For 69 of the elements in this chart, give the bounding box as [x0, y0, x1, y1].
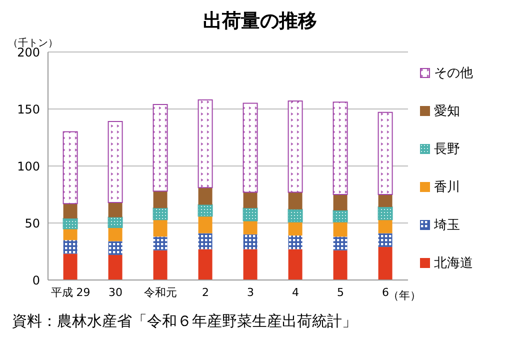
bar: [243, 220, 258, 234]
legend-label: 北海道: [434, 255, 473, 272]
x-tick-label: 5: [337, 286, 344, 299]
y-tick-label: 0: [32, 273, 40, 288]
y-tick-label: 150: [17, 102, 40, 116]
x-tick-label: 30: [108, 286, 122, 299]
bar: [332, 102, 348, 195]
bar: [378, 233, 392, 247]
bar: [152, 208, 168, 220]
bar: [62, 131, 78, 204]
bar: [288, 100, 303, 193]
x-tick-label: 6: [382, 286, 389, 299]
bar: [198, 188, 212, 205]
bar: [288, 222, 302, 236]
bar: [288, 236, 302, 250]
y-tick-label: 100: [17, 159, 40, 174]
bar: [108, 202, 122, 218]
legend-label: 長野: [434, 141, 460, 158]
bar: [333, 236, 348, 250]
bar: [153, 250, 168, 280]
x-tick-label: 平成 29: [50, 286, 90, 299]
bar: [198, 233, 212, 250]
bar: [243, 249, 258, 280]
bar: [378, 220, 392, 234]
bar: [63, 240, 78, 254]
bar: [63, 228, 78, 240]
bar: [108, 228, 122, 242]
y-tick-label: 50: [24, 216, 40, 230]
bar: [198, 99, 213, 188]
bar: [62, 218, 78, 230]
legend-label: 愛知: [434, 103, 460, 120]
bar: [378, 206, 393, 220]
bar: [108, 254, 122, 280]
bar: [243, 192, 258, 208]
bar: [153, 220, 168, 237]
legend-label: 香川: [434, 179, 460, 196]
bar: [288, 192, 302, 210]
bar: [108, 121, 123, 203]
x-tick-label: 4: [292, 286, 299, 299]
bar: [108, 241, 122, 255]
bar: [378, 194, 392, 208]
legend-label: 埼玉: [434, 217, 460, 234]
bar: [198, 204, 213, 217]
bar: [63, 254, 78, 280]
bar: [243, 234, 258, 250]
bar: [333, 194, 348, 210]
bar: [63, 204, 78, 218]
bar: [378, 246, 392, 280]
x-tick-label: 3: [247, 286, 254, 299]
bar: [333, 222, 348, 237]
text: 資料：農林水産省「令和６年産野菜生産出荷統計」: [12, 312, 357, 331]
bar: [152, 104, 168, 192]
bar: [242, 208, 258, 222]
bar: [378, 112, 393, 195]
x-tick-label: 令和元: [144, 286, 177, 299]
bar: [333, 250, 348, 280]
chart-title: 出荷量の推移: [202, 9, 318, 34]
bar: [288, 249, 302, 280]
x-tick-label: 2: [202, 286, 209, 299]
legend-label: その他: [434, 65, 473, 82]
bar: [198, 216, 212, 234]
bar: [153, 191, 168, 208]
bar: [108, 216, 123, 228]
x-axis-title: （年）: [388, 289, 421, 303]
bar: [242, 102, 258, 193]
bar: [332, 210, 348, 222]
bar: [288, 208, 303, 222]
bar: [153, 236, 168, 250]
bar: [198, 249, 212, 280]
